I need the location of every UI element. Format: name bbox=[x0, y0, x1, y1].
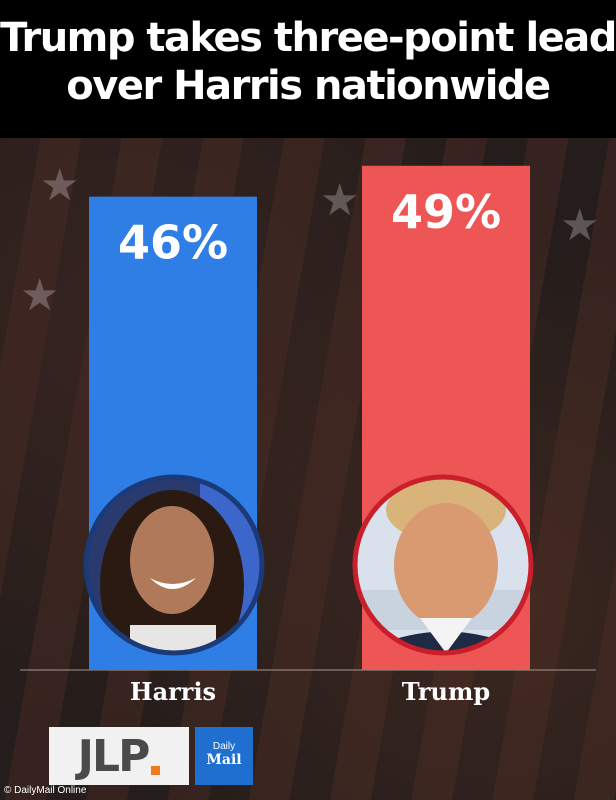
credit-text: © DailyMail Online bbox=[4, 785, 87, 796]
star-icon: ★ bbox=[40, 161, 80, 210]
daily-mail-logo-mail: Mail bbox=[206, 752, 242, 768]
value-label-trump: 49% bbox=[391, 185, 501, 239]
jlp-logo: JLP bbox=[49, 727, 189, 785]
title-line-1: Trump takes three-point lead bbox=[0, 15, 616, 61]
tick-label-harris: Harris bbox=[130, 677, 216, 706]
star-icon: ★ bbox=[20, 271, 60, 320]
jlp-logo-dot bbox=[151, 765, 161, 775]
header: Trump takes three-point lead over Harris… bbox=[0, 0, 616, 138]
daily-mail-logo-daily: Daily bbox=[212, 741, 236, 752]
tick-label-trump: Trump bbox=[402, 677, 490, 706]
page-title: Trump takes three-point lead over Harris… bbox=[0, 14, 616, 110]
avatar-trump bbox=[352, 474, 534, 656]
value-label-harris: 46% bbox=[118, 216, 228, 270]
star-icon: ★ bbox=[560, 201, 600, 250]
daily-mail-logo: Daily Mail bbox=[195, 727, 253, 785]
star-icon: ★ bbox=[320, 176, 360, 225]
jlp-logo-text: JLP bbox=[77, 730, 151, 782]
title-line-2: over Harris nationwide bbox=[66, 63, 551, 109]
